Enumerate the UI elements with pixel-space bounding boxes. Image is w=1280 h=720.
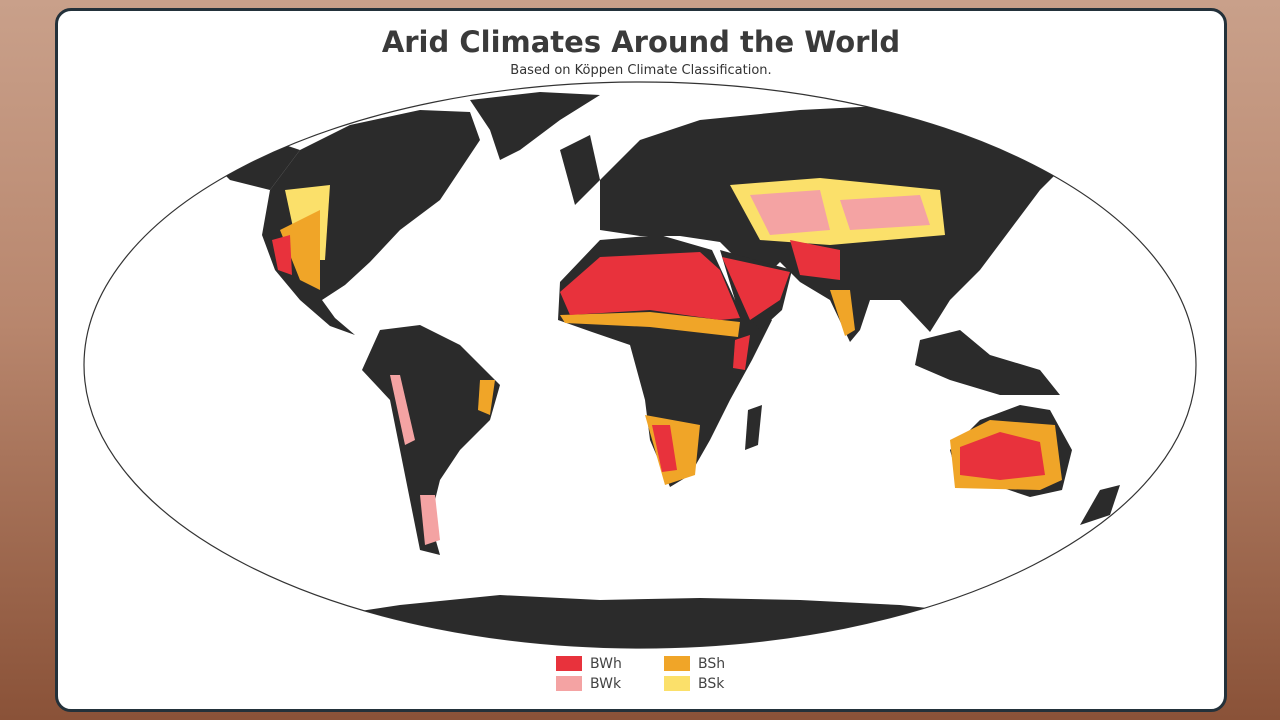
arid-zone — [733, 335, 750, 370]
arid-zone — [280, 210, 320, 290]
arid-zone — [560, 252, 740, 320]
arid-zones — [272, 178, 1062, 545]
arid-zone — [652, 425, 677, 472]
arid-zone — [790, 240, 840, 280]
legend-swatch — [556, 676, 582, 691]
arid-zone — [560, 312, 740, 337]
legend-swatch — [556, 656, 582, 671]
arid-zone — [420, 495, 440, 545]
legend-swatch — [664, 676, 690, 691]
arid-zone — [750, 190, 830, 235]
legend: BWh BWk BSh BSk — [556, 656, 725, 692]
arid-zone — [390, 375, 415, 445]
arid-zone — [960, 432, 1045, 480]
legend-swatch — [664, 656, 690, 671]
arid-zone — [272, 235, 292, 275]
arid-zone — [840, 195, 930, 230]
arid-zone — [478, 380, 495, 415]
arid-zone — [722, 257, 790, 320]
legend-label: BSk — [698, 676, 725, 692]
legend-label: BWk — [590, 676, 622, 692]
legend-label: BSh — [698, 656, 725, 672]
map-subtitle: Based on Köppen Climate Classification. — [510, 63, 772, 78]
map-title: Arid Climates Around the World — [381, 25, 901, 59]
arid-zone — [830, 290, 855, 336]
legend-label: BWh — [590, 656, 622, 672]
